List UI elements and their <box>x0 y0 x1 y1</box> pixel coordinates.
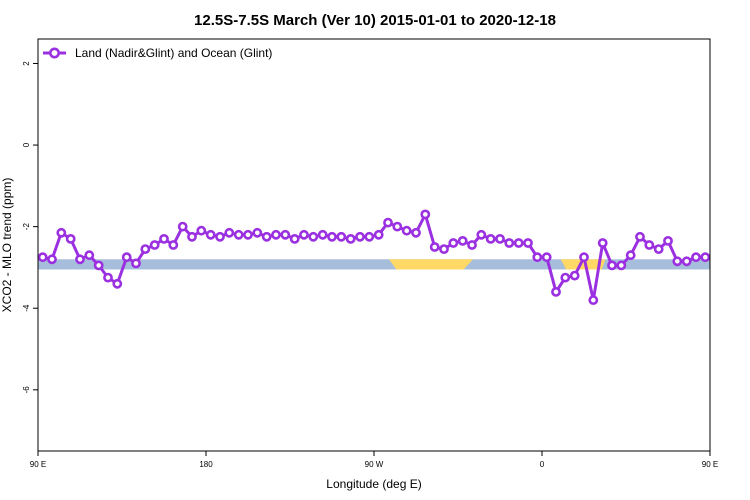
x-tick-label: 90 W <box>365 460 384 469</box>
data-point <box>467 240 477 250</box>
ocean-band <box>38 259 710 270</box>
data-point <box>215 231 225 242</box>
data-point <box>691 252 701 263</box>
data-point <box>551 286 561 297</box>
series-layer <box>37 209 711 305</box>
data-point <box>159 233 169 244</box>
data-point <box>672 256 683 267</box>
data-point <box>252 227 263 238</box>
data-point <box>47 254 57 265</box>
data-point <box>75 254 85 265</box>
data-point <box>271 229 281 240</box>
y-tick-label: 0 <box>22 142 31 147</box>
data-point <box>457 235 468 246</box>
land-band-segment <box>388 259 473 270</box>
data-point <box>65 233 76 244</box>
x-tick-label: 0 <box>540 460 545 469</box>
chart-title: 12.5S-7.5S March (Ver 10) 2015-01-01 to … <box>194 12 556 29</box>
data-point <box>103 272 113 283</box>
data-point <box>579 252 589 263</box>
data-point <box>345 233 356 244</box>
data-point <box>420 209 431 220</box>
y-tick-label: -4 <box>22 304 31 312</box>
data-point <box>635 231 645 242</box>
data-point <box>476 229 487 240</box>
data-point <box>121 252 132 263</box>
legend-label: Land (Nadir&Glint) and Ocean (Glint) <box>75 46 272 60</box>
data-point <box>205 229 216 240</box>
data-point <box>327 231 337 242</box>
data-point <box>681 256 692 267</box>
series-line <box>42 212 706 302</box>
data-point <box>373 229 384 240</box>
data-point <box>504 238 515 248</box>
data-point <box>569 270 580 281</box>
data-point <box>607 260 617 271</box>
y-axis: 2 0 -2 -4 -6 <box>22 61 38 394</box>
data-point <box>495 233 505 244</box>
data-point <box>448 238 459 248</box>
surface-band <box>38 259 710 270</box>
x-tick-label: 90 E <box>30 460 46 469</box>
data-point <box>317 229 328 240</box>
x-axis-label: Longitude (deg E) <box>326 477 421 491</box>
data-point <box>532 252 543 263</box>
data-point <box>243 229 253 240</box>
data-point <box>411 227 421 238</box>
data-point <box>644 240 655 250</box>
data-point <box>93 260 104 271</box>
y-tick-label: -2 <box>22 223 31 231</box>
data-point <box>131 258 141 269</box>
data-point <box>149 240 160 250</box>
data-point <box>177 221 188 232</box>
data-point <box>485 233 496 244</box>
data-point <box>261 231 272 242</box>
y-axis-label: XCO2 - MLO trend (ppm) <box>0 178 14 313</box>
legend-marker-swatch <box>48 47 60 59</box>
data-point <box>383 217 393 228</box>
data-point <box>168 240 179 250</box>
data-point <box>541 252 552 263</box>
x-axis: 90 E 180 90 W 0 90 E <box>30 451 718 469</box>
data-point <box>355 231 365 242</box>
data-point <box>336 231 347 242</box>
land-band-segment <box>560 259 606 270</box>
data-point <box>224 227 235 238</box>
data-point <box>364 231 375 242</box>
data-point <box>187 231 197 242</box>
data-point <box>196 225 207 236</box>
data-point <box>280 229 291 240</box>
y-tick-label: 2 <box>22 61 31 66</box>
data-point <box>401 225 412 236</box>
data-point <box>289 233 300 244</box>
data-point <box>588 295 599 305</box>
data-point <box>597 238 608 248</box>
legend: Land (Nadir&Glint) and Ocean (Glint) <box>43 46 272 60</box>
data-point <box>429 242 440 252</box>
data-point <box>439 244 449 254</box>
y-tick-label: -6 <box>22 386 31 394</box>
data-point <box>625 250 636 261</box>
plot-frame <box>37 38 711 452</box>
data-point <box>653 244 664 254</box>
data-point <box>700 252 711 263</box>
data-point <box>84 250 95 261</box>
data-point <box>523 238 533 248</box>
x-tick-label: 90 E <box>702 460 718 469</box>
data-point <box>140 244 151 254</box>
data-point <box>308 231 319 242</box>
data-point <box>37 252 48 263</box>
data-point <box>233 229 244 240</box>
data-point <box>299 229 309 240</box>
data-point <box>56 227 67 238</box>
data-point <box>513 238 524 248</box>
data-point <box>560 272 571 283</box>
x-tick-label: 180 <box>199 460 213 469</box>
data-point <box>392 221 403 232</box>
data-point <box>616 260 627 271</box>
data-point <box>663 235 673 246</box>
data-point <box>112 278 123 289</box>
